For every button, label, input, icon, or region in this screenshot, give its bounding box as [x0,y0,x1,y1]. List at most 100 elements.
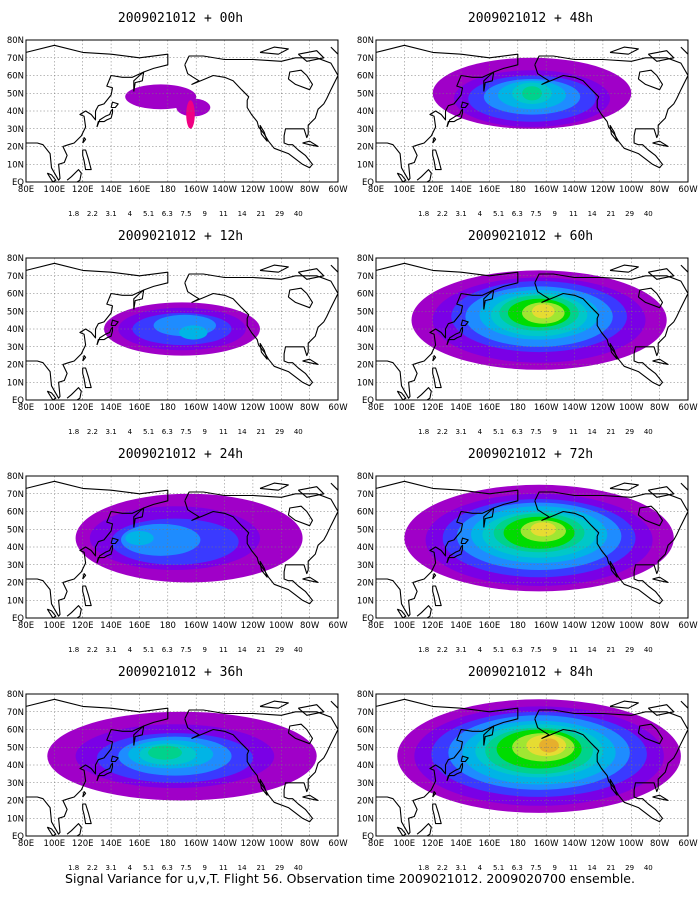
lat-tick-label: 20N [357,579,374,589]
colorbar-label: 1.8 [68,864,79,872]
lon-tick-label: 120E [72,839,94,849]
colorbar-label: 11 [219,210,228,218]
colorbar-label: 9 [202,646,206,654]
colorbar-label: 21 [256,210,265,218]
lon-tick-label: 140W [212,621,237,631]
colorbar-label: 40 [294,646,303,654]
colorbar-label: 6.3 [512,428,523,436]
lon-tick-label: 140W [562,403,587,413]
colorbar-label: 1.8 [68,428,79,436]
coastline [609,778,618,796]
lat-tick-label: 80N [7,36,24,46]
coastline [82,149,92,171]
colorbar: 1.8 2.2 3.1 4 5.1 6.3 7.5 9 11 14 21 29 40 [68,864,303,872]
lat-tick-label: EQ [362,614,374,624]
lon-tick-label: 100W [619,185,644,195]
lat-tick-label: 70N [357,54,374,64]
coastline [609,482,639,491]
lat-tick-label: 50N [7,743,24,753]
colorbar-label: 21 [606,864,615,872]
colorbar-label: 7.5 [530,864,541,872]
colorbar-label: 2.2 [87,864,98,872]
lat-tick-label: 30N [7,779,24,789]
colorbar-label: 9 [202,428,206,436]
lon-tick-label: 60W [328,839,348,849]
coastline [416,823,432,836]
lat-tick-label: 10N [7,160,24,170]
lat-tick-label: 70N [7,708,24,718]
coastline [680,694,688,709]
coastline [259,560,268,578]
colorbar-label: 9 [552,646,556,654]
colorbar-label: 2.2 [87,210,98,218]
coastline [259,482,289,491]
coastline [82,573,87,580]
colorbar-label: 14 [238,864,247,872]
coastline [637,505,664,527]
lat-tick-label: EQ [362,178,374,188]
colorbar-label: 40 [644,210,653,218]
map-panel: 2009021012 + 36h 80E 100E 120E 140E 160E 180 16… [7,664,353,879]
coastline [82,137,87,144]
coastline [96,762,114,782]
lat-tick-label: 80N [357,472,374,482]
lat-tick-label: 70N [7,54,24,64]
colorbar-label: 29 [275,646,284,654]
lon-tick-label: 180 [510,839,526,849]
panel-title: 2009021012 + 36h [117,665,244,680]
coastline [302,794,319,802]
colorbar-label: 5.1 [493,864,504,872]
colorbar: 1.8 2.2 3.1 4 5.1 6.3 7.5 9 11 14 21 29 40 [68,428,303,436]
colorbar-label: 40 [294,428,303,436]
coastline [416,387,432,400]
lat-tick-label: 20N [7,797,24,807]
coastline [46,826,57,836]
map-panel: 2009021012 + 72h 80E 100E 120E 140E 160E 180 16… [357,446,700,661]
lat-tick-label: 80N [357,690,374,700]
coastline [96,326,114,346]
coastline [647,50,675,62]
lon-tick-label: 100W [619,839,644,849]
lon-tick-label: 120E [72,403,94,413]
coastline [184,709,338,823]
coastline [483,289,495,310]
lat-tick-label: EQ [12,832,24,842]
lon-tick-label: 80E [368,403,384,413]
colorbar-label: 3.1 [106,646,117,654]
colorbar-label: 11 [219,864,228,872]
lon-tick-label: 180 [510,621,526,631]
lat-tick-label: 20N [357,361,374,371]
coastline [460,537,469,545]
colorbar-label: 7.5 [530,428,541,436]
coastline [483,507,495,528]
coastline [66,387,82,400]
coastline [330,476,338,491]
lon-tick-label: 140W [562,839,587,849]
coastline [483,725,495,746]
colorbar-label: 5.1 [143,210,154,218]
colorbar-label: 7.5 [530,646,541,654]
lat-tick-label: 30N [7,561,24,571]
colorbar-label: 1.8 [68,210,79,218]
coastline [534,491,688,605]
lat-tick-label: 70N [357,272,374,282]
coastline [446,544,464,564]
map-plot: 80E 100E 120E 140E 160E 180 160W 140W 120W 100W 80… [7,36,348,195]
colorbar-label: 1.8 [418,428,429,436]
coastline [637,287,664,309]
lon-tick-label: 80E [368,839,384,849]
lat-tick-label: 40N [357,543,374,553]
coastline [432,803,442,825]
lon-tick-label: 100E [394,185,416,195]
coastline [460,755,469,763]
coastline [96,108,114,128]
lat-tick-label: 60N [357,726,374,736]
colorbar-label: 4 [128,210,133,218]
map-plot: 80E 100E 120E 140E 160E 180 160W 140W 120W 100W 80… [357,690,698,849]
map-plot: 80E 100E 120E 140E 160E 180 160W 140W 120W 100W 80… [357,472,698,631]
coastline [133,289,145,310]
lon-tick-label: 100E [44,839,66,849]
coastline [483,71,495,92]
coastline [330,40,338,55]
colorbar: 1.8 2.2 3.1 4 5.1 6.3 7.5 9 11 14 21 29 40 [418,646,653,654]
